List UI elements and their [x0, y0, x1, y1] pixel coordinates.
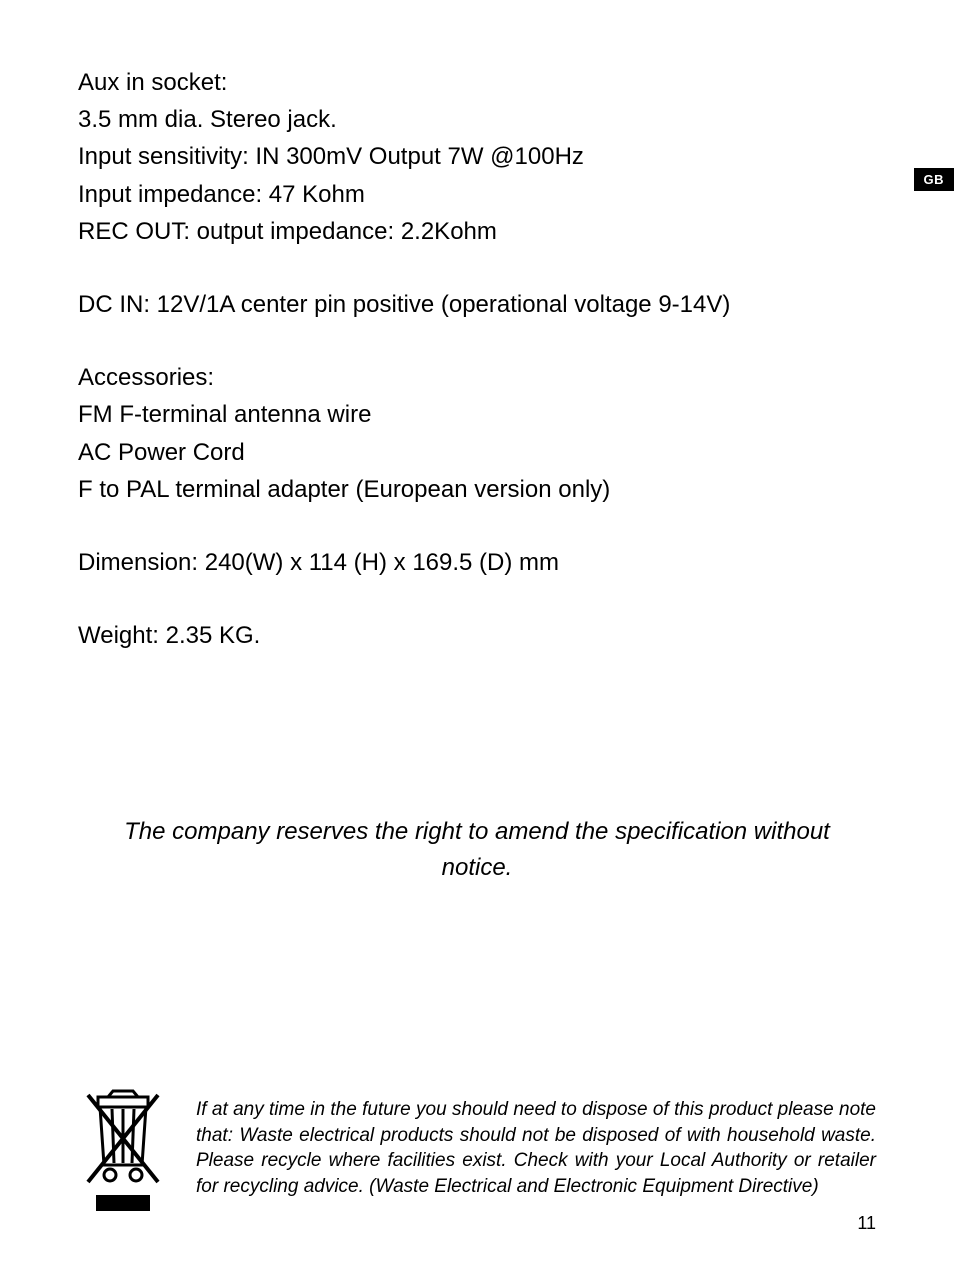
footer-note-text: If at any time in the future you should …: [196, 1087, 876, 1200]
spec-line: DC IN: 12V/1A center pin positive (opera…: [78, 286, 876, 323]
spec-line: AC Power Cord: [78, 434, 876, 471]
spec-line: Accessories:: [78, 359, 876, 396]
spec-line: FM F-terminal antenna wire: [78, 396, 876, 433]
footer-section: If at any time in the future you should …: [78, 1087, 876, 1222]
spec-line: Input sensitivity: IN 300mV Output 7W @1…: [78, 138, 876, 175]
spec-line: Weight: 2.35 KG.: [78, 617, 876, 654]
spec-line: 3.5 mm dia. Stereo jack.: [78, 101, 876, 138]
spec-line: REC OUT: output impedance: 2.2Kohm: [78, 213, 876, 250]
spec-line: Input impedance: 47 Kohm: [78, 176, 876, 213]
page-number: 11: [857, 1213, 876, 1234]
language-tab: GB: [914, 168, 954, 191]
spec-line: Aux in socket:: [78, 64, 876, 101]
weee-bin-icon: [78, 1087, 168, 1222]
weight-spec-block: Weight: 2.35 KG.: [78, 617, 876, 654]
dimension-spec-block: Dimension: 240(W) x 114 (H) x 169.5 (D) …: [78, 544, 876, 581]
dcin-spec-block: DC IN: 12V/1A center pin positive (opera…: [78, 286, 876, 323]
disclaimer-text: The company reserves the right to amend …: [78, 814, 876, 886]
spec-line: F to PAL terminal adapter (European vers…: [78, 471, 876, 508]
aux-spec-block: Aux in socket: 3.5 mm dia. Stereo jack. …: [78, 64, 876, 250]
accessories-spec-block: Accessories: FM F-terminal antenna wire …: [78, 359, 876, 508]
document-content: Aux in socket: 3.5 mm dia. Stereo jack. …: [0, 0, 954, 886]
spec-line: Dimension: 240(W) x 114 (H) x 169.5 (D) …: [78, 544, 876, 581]
